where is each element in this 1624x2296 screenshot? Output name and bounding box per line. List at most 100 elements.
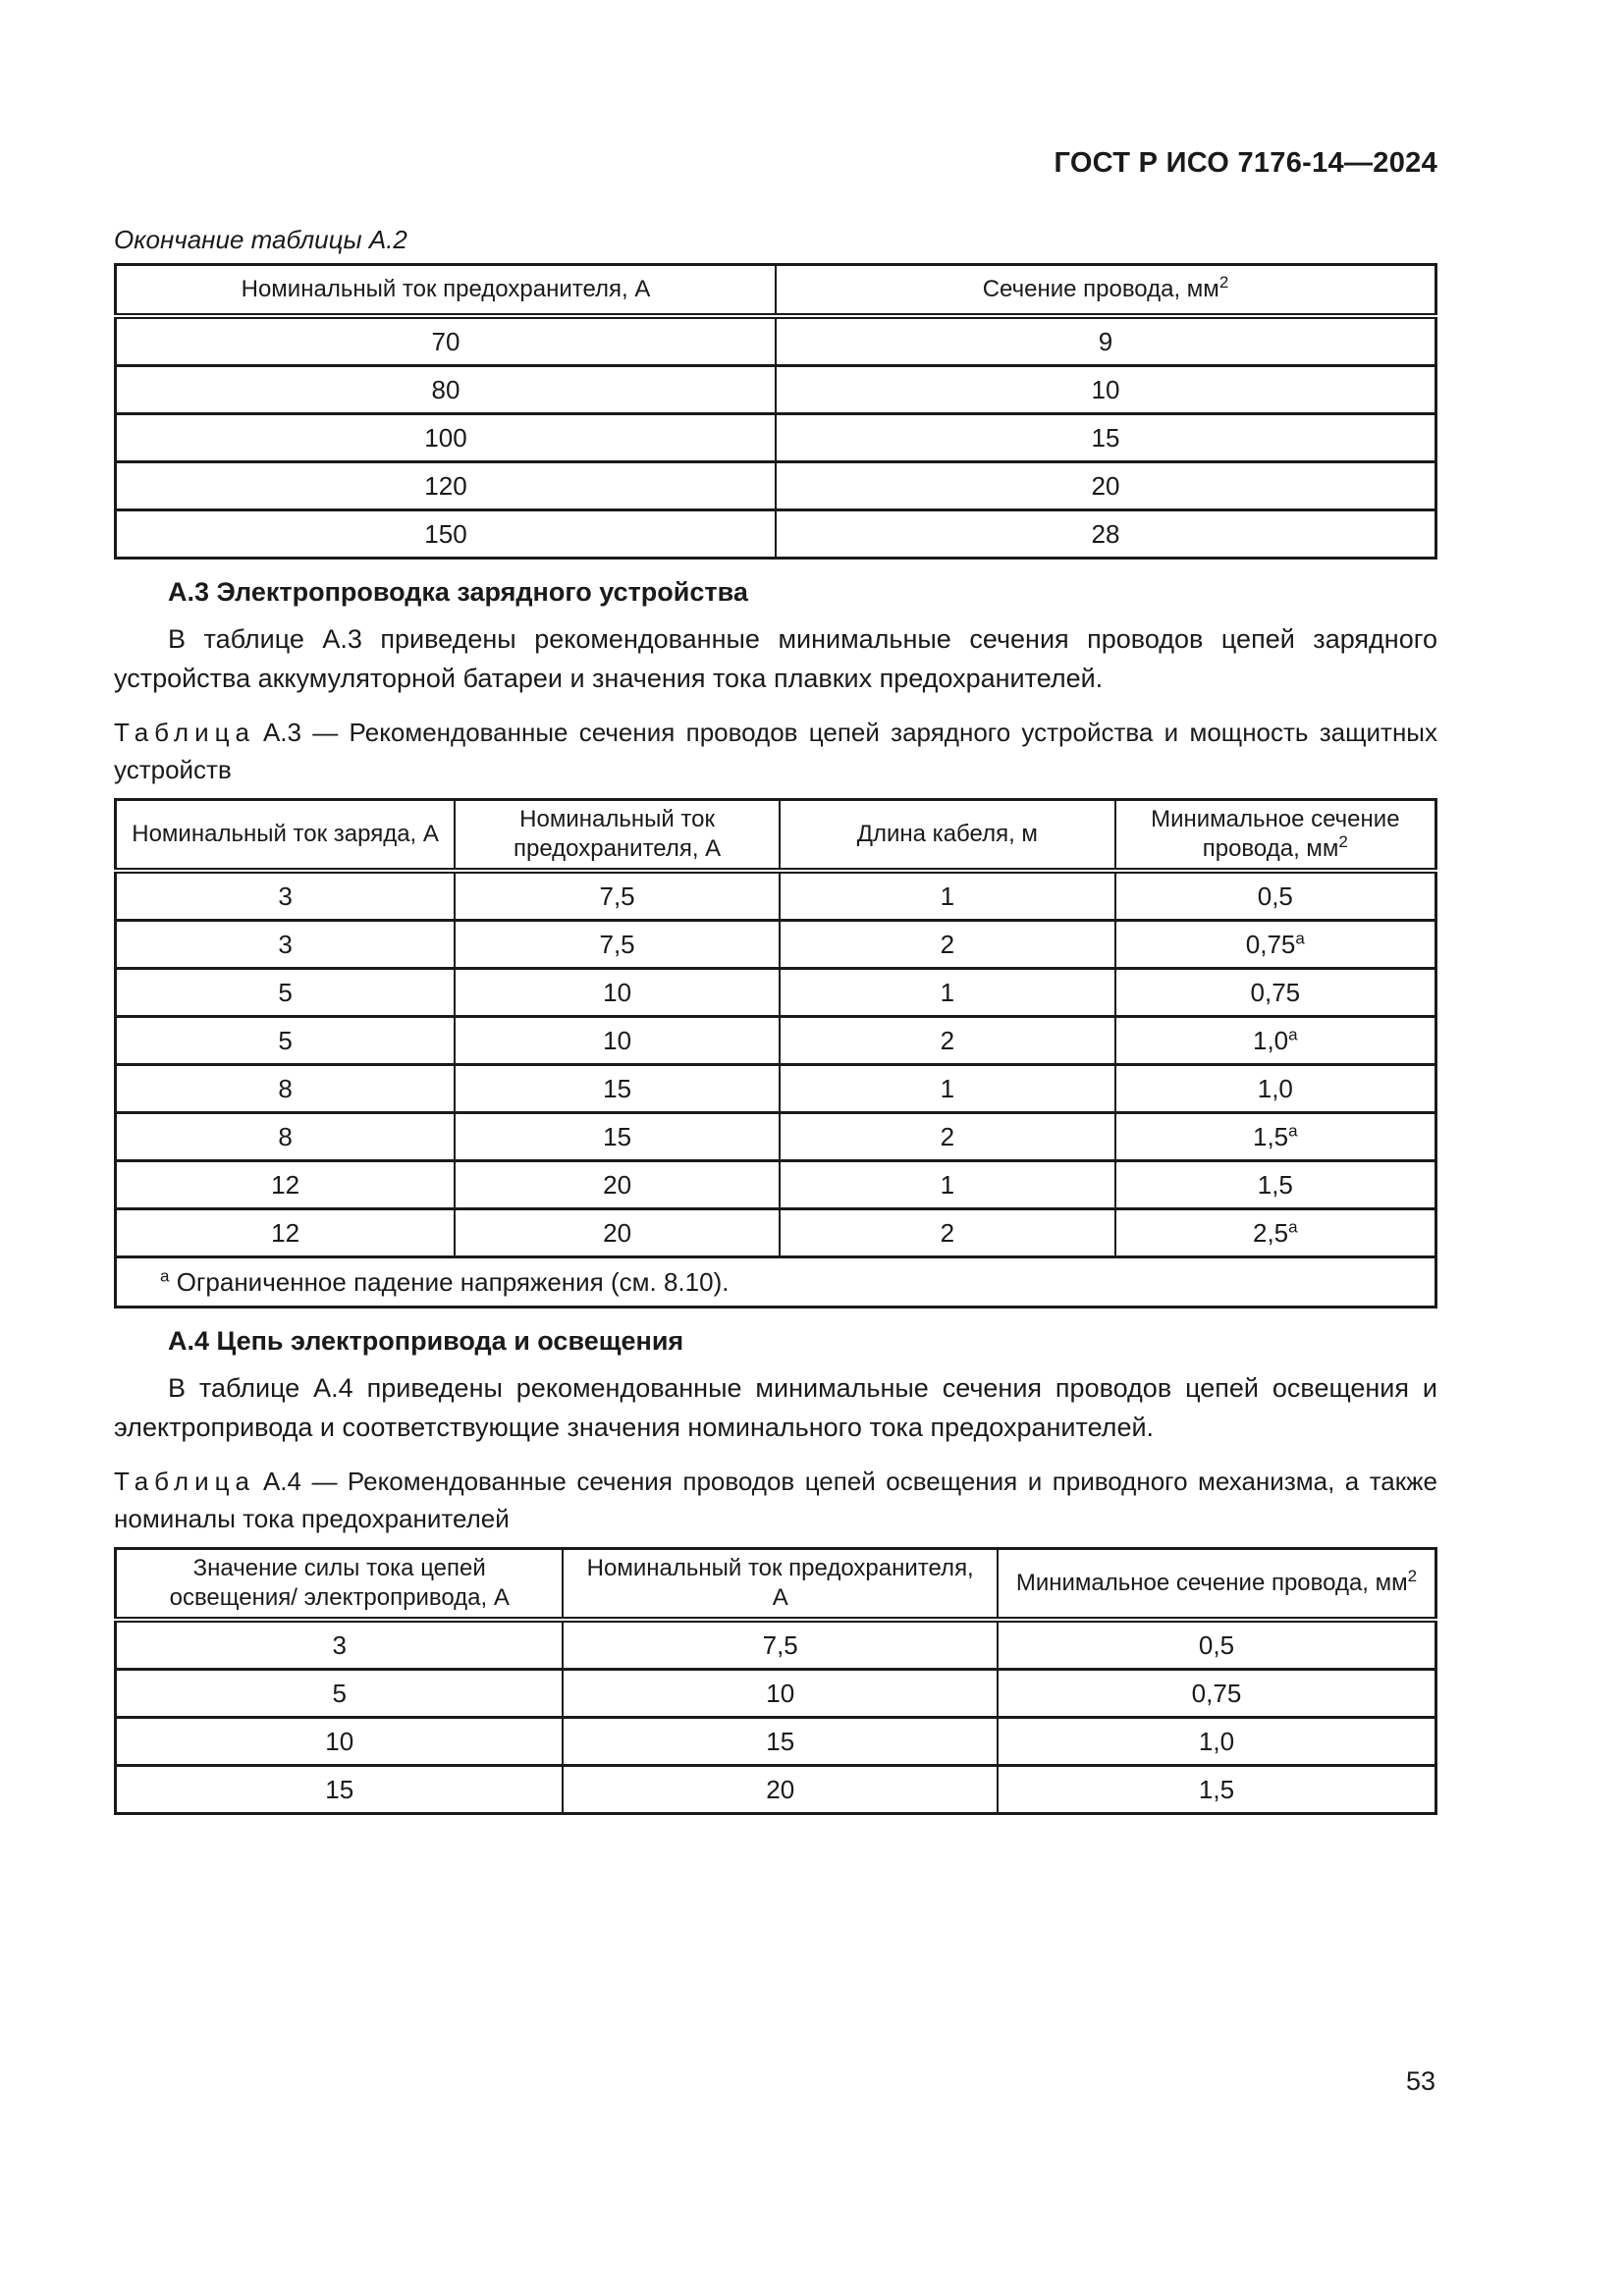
cell-min-section: 1,5а [1113, 1111, 1437, 1161]
column-header-wire-section: Сечение провода, мм2 [775, 264, 1437, 319]
cell-value: 1,0 [1253, 1025, 1289, 1055]
cell-min-section: 0,5 [1113, 869, 1437, 921]
cell-cable-length: 1 [779, 967, 1116, 1017]
table-a3-caption: Таблица А.3 — Рекомендованные сечения про… [114, 714, 1437, 788]
section-heading-a4: А.4 Цепь электропривода и освещения [168, 1326, 684, 1356]
cell-min-section: 0,5 [996, 1618, 1437, 1670]
column-header-charge-current: Номинальный ток заряда, А [114, 799, 457, 874]
column-header-min-section: Минимальное сечение провода, мм2 [1113, 799, 1437, 874]
section-heading-a3: А.3 Электропроводка зарядного устройства [168, 577, 748, 607]
standard-designation: ГОСТ Р ИСО 7176-14—2024 [1054, 147, 1437, 179]
superscript: 2 [1218, 273, 1229, 292]
cell-charge-current: 3 [114, 919, 457, 969]
table-row: 100 15 [114, 412, 1437, 462]
cell-charge-current: 5 [114, 967, 457, 1017]
cell-lighting-current: 3 [114, 1618, 565, 1670]
cell-charge-current: 3 [114, 869, 457, 921]
column-header-cable-length: Длина кабеля, м [779, 799, 1116, 874]
column-header-fuse-current: Номинальный ток предохранителя, А [454, 799, 782, 874]
page-number: 53 [1405, 2066, 1435, 2096]
table-row: 12 20 2 2,5а [114, 1207, 1437, 1257]
table-row: 150 28 [114, 508, 1437, 559]
footnote-text: Ограниченное падение напряжения (см. 8.1… [169, 1266, 730, 1297]
table-row: 5 10 0,75 [114, 1668, 1437, 1718]
column-header-text: Минимальное сечение провода, мм [1015, 1570, 1408, 1596]
cell-min-section: 1,5 [1113, 1159, 1437, 1209]
cell-lighting-current: 15 [114, 1764, 565, 1814]
table-a3: Номинальный ток заряда, А Номинальный то… [114, 798, 1437, 1308]
cell-min-section: 1,0 [1113, 1063, 1437, 1113]
cell-fuse-current: 10 [454, 1015, 782, 1065]
table-a3-header-row: Номинальный ток заряда, А Номинальный то… [114, 799, 1437, 874]
cell-fuse-current: 10 [562, 1668, 999, 1718]
table-a2-continuation-label: Окончание таблицы А.2 [114, 225, 407, 254]
table-footnote-row: а Ограниченное падение напряжения (см. 8… [114, 1255, 1437, 1308]
cell-fuse-current: 15 [454, 1111, 782, 1161]
cell-charge-current: 5 [114, 1015, 457, 1065]
table-caption-word: Таблица [114, 1467, 255, 1496]
footnote-marker: а [1295, 928, 1305, 947]
cell-fuse-current: 150 [114, 508, 777, 559]
cell-lighting-current: 10 [114, 1716, 565, 1766]
table-a2-header-row: Номинальный ток предохранителя, А Сечени… [114, 264, 1437, 319]
cell-min-section: 1,0 [996, 1716, 1437, 1766]
cell-fuse-current: 20 [454, 1159, 782, 1209]
cell-fuse-current: 20 [454, 1207, 782, 1257]
table-a4: Значение силы тока цепей освещения/ элек… [114, 1547, 1437, 1815]
cell-min-section: 0,75а [1113, 919, 1437, 969]
footnote-marker: а [1288, 1024, 1298, 1043]
cell-charge-current: 8 [114, 1063, 457, 1113]
cell-wire-section: 15 [775, 412, 1437, 462]
page-content: ГОСТ Р ИСО 7176-14—2024 Окончание таблиц… [114, 0, 1437, 1815]
table-caption-text: А.3 — Рекомендованные сечения проводов ц… [114, 718, 1437, 784]
cell-min-section: 1,5 [996, 1764, 1437, 1814]
cell-fuse-current: 7,5 [454, 869, 782, 921]
cell-cable-length: 1 [779, 869, 1116, 921]
table-footnote: а Ограниченное падение напряжения (см. 8… [114, 1255, 1437, 1308]
cell-charge-current: 12 [114, 1159, 457, 1209]
cell-fuse-current: 80 [114, 364, 777, 414]
column-header-text: Минимальное сечение провода, мм [1151, 806, 1400, 862]
cell-charge-current: 8 [114, 1111, 457, 1161]
superscript: 2 [1407, 1567, 1418, 1585]
cell-min-section: 1,0а [1113, 1015, 1437, 1065]
cell-cable-length: 2 [779, 919, 1116, 969]
cell-lighting-current: 5 [114, 1668, 565, 1718]
footnote-marker: а [1288, 1120, 1298, 1140]
cell-value: 0,75 [1250, 977, 1301, 1007]
cell-min-section: 0,75 [1113, 967, 1437, 1017]
cell-wire-section: 20 [775, 460, 1437, 510]
cell-wire-section: 9 [775, 314, 1437, 366]
cell-value: 0,5 [1257, 881, 1293, 911]
cell-min-section: 0,75 [996, 1668, 1437, 1718]
cell-fuse-current: 100 [114, 412, 777, 462]
cell-fuse-current: 15 [454, 1063, 782, 1113]
table-row: 5 10 1 0,75 [114, 967, 1437, 1017]
cell-value: 0,75 [1245, 929, 1296, 959]
section-a4-paragraph: В таблице А.4 приведены рекомендованные … [114, 1373, 1437, 1442]
table-row: 3 7,5 1 0,5 [114, 869, 1437, 921]
table-caption-word: Таблица [114, 718, 255, 747]
table-row: 15 20 1,5 [114, 1764, 1437, 1814]
cell-fuse-current: 20 [562, 1764, 999, 1814]
table-a4-caption: Таблица А.4 — Рекомендованные сечения про… [114, 1463, 1437, 1537]
table-row: 8 15 1 1,0 [114, 1063, 1437, 1113]
table-row: 10 15 1,0 [114, 1716, 1437, 1766]
cell-min-section: 2,5а [1113, 1207, 1437, 1257]
cell-value: 1,5 [1253, 1121, 1289, 1151]
cell-value: 1,0 [1257, 1073, 1293, 1103]
table-row: 12 20 1 1,5 [114, 1159, 1437, 1209]
column-header-fuse-current: Номинальный ток предохранителя, А [114, 264, 777, 319]
cell-charge-current: 12 [114, 1207, 457, 1257]
footnote-marker: а [1288, 1216, 1298, 1236]
table-caption-text: А.4 — Рекомендованные сечения проводов ц… [114, 1467, 1437, 1533]
cell-cable-length: 2 [779, 1207, 1116, 1257]
table-row: 5 10 2 1,0а [114, 1015, 1437, 1065]
table-a2: Номинальный ток предохранителя, А Сечени… [114, 263, 1437, 560]
column-header-min-section: Минимальное сечение провода, мм2 [996, 1548, 1437, 1623]
cell-cable-length: 2 [779, 1111, 1116, 1161]
cell-fuse-current: 7,5 [454, 919, 782, 969]
column-header-lighting-current: Значение силы тока цепей освещения/ элек… [114, 1548, 565, 1623]
cell-value: 2,5 [1253, 1217, 1289, 1248]
cell-fuse-current: 10 [454, 967, 782, 1017]
